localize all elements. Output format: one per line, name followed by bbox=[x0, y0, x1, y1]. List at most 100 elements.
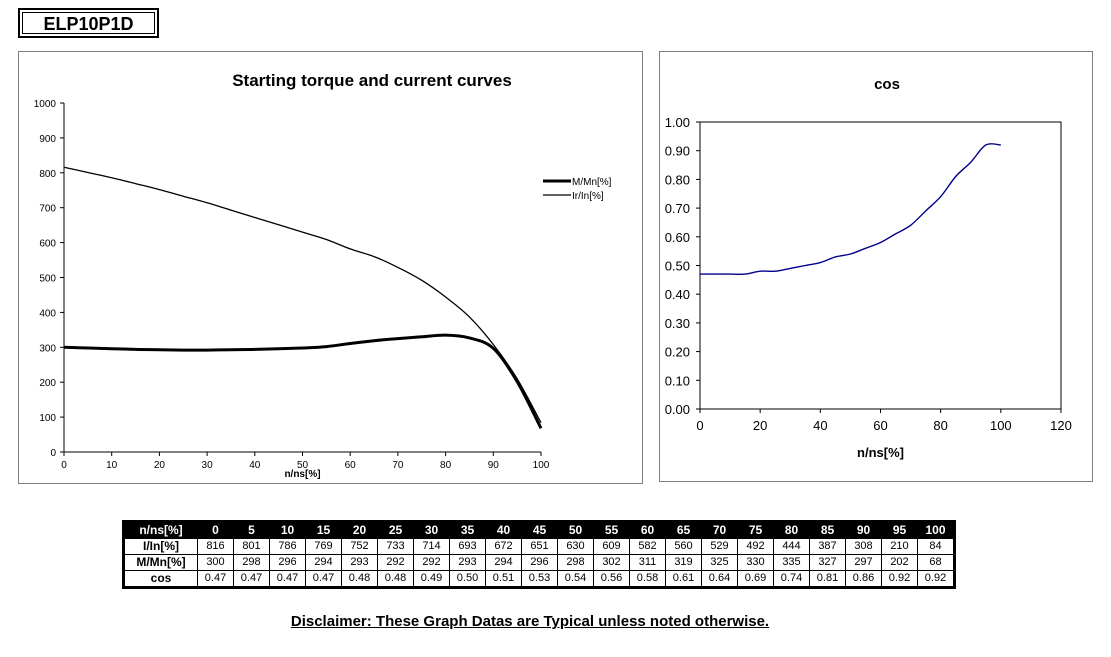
y-tick-label: 300 bbox=[39, 343, 56, 354]
table-cell: 294 bbox=[305, 554, 342, 571]
cos-chart-panel: cos 0.00 0.10 0.20 0.30 0.40 0.50 0.60 0.70 0.80 0… bbox=[659, 51, 1093, 482]
table-cell: 327 bbox=[809, 554, 846, 571]
table-cell: 0.92 bbox=[917, 570, 955, 588]
series-line-current bbox=[63, 166, 542, 424]
table-cell: 298 bbox=[557, 554, 594, 571]
x-tick-label: 0 bbox=[61, 460, 67, 471]
table-column-header: 20 bbox=[341, 521, 378, 539]
table-cell: 0.48 bbox=[377, 570, 414, 588]
table-cell: 302 bbox=[593, 554, 630, 571]
table-cell: 0.58 bbox=[629, 570, 666, 588]
table-cell: 387 bbox=[809, 538, 846, 555]
table-column-header: 65 bbox=[665, 521, 702, 539]
y-tick-label: 0.20 bbox=[665, 345, 690, 360]
x-tick-label: 20 bbox=[154, 460, 166, 471]
x-tick-label: 10 bbox=[106, 460, 118, 471]
table-row: M/Mn[%] 300 298 296 294 293 292 292 293 294 296 298… bbox=[123, 554, 955, 571]
y-tick-label: 100 bbox=[39, 413, 56, 424]
table-cell: 0.86 bbox=[845, 570, 882, 588]
table-cell: 298 bbox=[233, 554, 270, 571]
y-tick-label: 800 bbox=[39, 169, 56, 180]
x-tick-label: 60 bbox=[345, 460, 357, 471]
table-column-header: 85 bbox=[809, 521, 846, 539]
performance-data-table: n/ns[%] 0 5 10 15 20 25 30 35 40 45 50 55 60 65 70 75 80 8… bbox=[122, 520, 956, 589]
x-tick-label: 120 bbox=[1050, 418, 1072, 433]
table-cell: 296 bbox=[269, 554, 306, 571]
x-tick-label: 100 bbox=[990, 418, 1012, 433]
table-cell: 311 bbox=[629, 554, 666, 571]
table-cell: 84 bbox=[917, 538, 955, 555]
table-column-header: 80 bbox=[773, 521, 810, 539]
table-column-header: 40 bbox=[485, 521, 522, 539]
torque-current-chart: Starting torque and current curves010020… bbox=[34, 71, 612, 480]
table-cell: 0.51 bbox=[485, 570, 522, 588]
y-tick-label: 200 bbox=[39, 378, 56, 389]
table-cell: 210 bbox=[881, 538, 918, 555]
table-row: cos 0.47 0.47 0.47 0.47 0.48 0.48 0.49 0.50 0.51 0… bbox=[123, 570, 955, 588]
table-cell: 0.61 bbox=[665, 570, 702, 588]
table-cell: 786 bbox=[269, 538, 306, 555]
table-cell: 0.47 bbox=[269, 570, 306, 588]
table-cell: 492 bbox=[737, 538, 774, 555]
table-cell: 0.81 bbox=[809, 570, 846, 588]
plot-area-frame bbox=[699, 121, 1062, 410]
x-tick-label: 90 bbox=[488, 460, 500, 471]
table-cell: 68 bbox=[917, 554, 955, 571]
table-cell: 294 bbox=[485, 554, 522, 571]
x-axis-label: n/ns[%] bbox=[857, 445, 904, 460]
table-cell: 319 bbox=[665, 554, 702, 571]
table-cell: 816 bbox=[197, 538, 234, 555]
table-column-header: 100 bbox=[917, 521, 955, 539]
y-tick-label: 0.30 bbox=[665, 316, 690, 331]
table-cell: 0.48 bbox=[341, 570, 378, 588]
table-cell: 293 bbox=[449, 554, 486, 571]
series-line-torque bbox=[63, 333, 543, 429]
table-cell: 0.47 bbox=[233, 570, 270, 588]
table-cell: 296 bbox=[521, 554, 558, 571]
table-column-header: 10 bbox=[269, 521, 306, 539]
table-cell: 444 bbox=[773, 538, 810, 555]
table-row-label: cos bbox=[123, 570, 198, 588]
table-cell: 0.50 bbox=[449, 570, 486, 588]
table-cell: 0.47 bbox=[197, 570, 234, 588]
series-line-cos bbox=[700, 143, 1001, 276]
table-cell: 330 bbox=[737, 554, 774, 571]
cos-chart: cos 0.00 0.10 0.20 0.30 0.40 0.50 0.60 0.70 0.80 0… bbox=[665, 76, 1072, 460]
table-column-header: 70 bbox=[701, 521, 738, 539]
model-title: ELP10P1D bbox=[18, 8, 159, 38]
table-column-header: 75 bbox=[737, 521, 774, 539]
table-column-header: 0 bbox=[197, 521, 234, 539]
legend-label: Ir/In[%] bbox=[572, 191, 604, 202]
table-cell: 733 bbox=[377, 538, 414, 555]
table-cell: 0.56 bbox=[593, 570, 630, 588]
table-row-label: I/In[%] bbox=[123, 538, 198, 555]
table-cell: 769 bbox=[305, 538, 342, 555]
table-cell: 308 bbox=[845, 538, 882, 555]
table-cell: 292 bbox=[413, 554, 450, 571]
y-tick-label: 0.60 bbox=[665, 230, 690, 245]
y-tick-label: 1.00 bbox=[665, 115, 690, 130]
torque-current-chart-panel: Starting torque and current curves 0 100 20… bbox=[18, 51, 643, 484]
x-tick-label: 60 bbox=[873, 418, 887, 433]
disclaimer: Disclaimer: These Graph Datas are Typica… bbox=[290, 613, 770, 630]
table-column-header: 30 bbox=[413, 521, 450, 539]
table-cell: 752 bbox=[341, 538, 378, 555]
y-tick-label: 1000 bbox=[34, 99, 57, 110]
y-tick-label: 0.80 bbox=[665, 172, 690, 187]
table-cell: 0.69 bbox=[737, 570, 774, 588]
y-tick-label: 0.90 bbox=[665, 144, 690, 159]
table-cell: 0.49 bbox=[413, 570, 450, 588]
x-tick-label: 40 bbox=[813, 418, 827, 433]
table-column-header: 25 bbox=[377, 521, 414, 539]
y-tick-label: 400 bbox=[39, 308, 56, 319]
y-tick-label: 0.00 bbox=[665, 402, 690, 417]
table-column-header: 95 bbox=[881, 521, 918, 539]
y-tick-label: 0.70 bbox=[665, 201, 690, 216]
table-column-header: 45 bbox=[521, 521, 558, 539]
table-header-row: n/ns[%] 0 5 10 15 20 25 30 35 40 45 50 55 60 65 70 75 80 8… bbox=[123, 521, 955, 539]
x-tick-label: 80 bbox=[933, 418, 947, 433]
table-column-header: 55 bbox=[593, 521, 630, 539]
table-cell: 714 bbox=[413, 538, 450, 555]
y-tick-label: 0.10 bbox=[665, 373, 690, 388]
table-cell: 672 bbox=[485, 538, 522, 555]
